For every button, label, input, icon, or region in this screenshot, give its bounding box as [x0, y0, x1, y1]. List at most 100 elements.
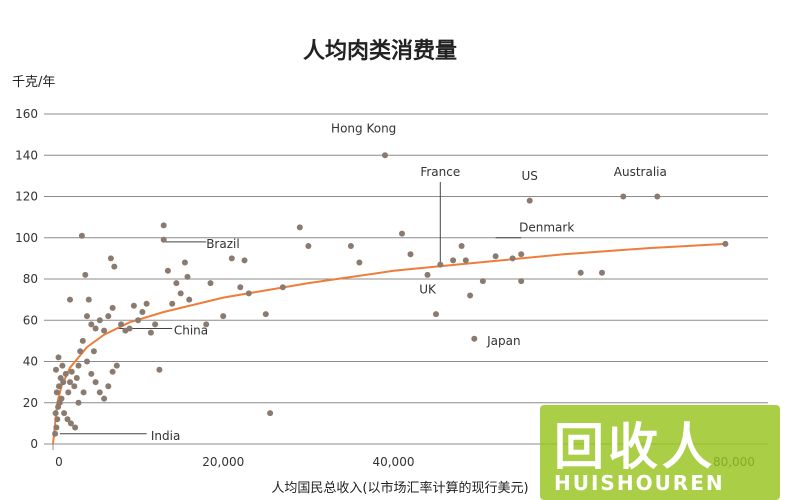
x-axis-label: 人均国民总收入(以市场汇率计算的现行美元) — [271, 480, 528, 496]
annotation-label: Australia — [614, 165, 667, 179]
data-point — [279, 284, 286, 291]
data-point — [654, 193, 661, 200]
data-point — [105, 313, 112, 320]
data-point — [599, 269, 605, 276]
x-tick-label: 40,000 — [372, 455, 414, 469]
y-tick-label: 0 — [30, 437, 38, 451]
data-point — [577, 269, 584, 276]
data-point — [67, 296, 73, 303]
y-tick-label: 40 — [23, 355, 38, 369]
grid — [44, 113, 768, 450]
data-point — [101, 395, 108, 402]
x-tick-label: 0 — [55, 455, 63, 469]
data-point — [437, 261, 444, 268]
data-point — [433, 311, 439, 318]
data-point — [55, 354, 62, 361]
annotation-label: Japan — [486, 334, 520, 348]
data-point — [68, 368, 75, 375]
data-point — [53, 389, 60, 396]
annotation-label: UK — [419, 282, 437, 296]
data-point — [471, 335, 478, 342]
y-axis-label: 千克/年 — [12, 75, 55, 90]
data-point — [399, 230, 405, 237]
x-tick-label: 20,000 — [202, 455, 244, 469]
data-points — [52, 152, 729, 437]
data-point — [181, 259, 188, 266]
data-point — [296, 224, 303, 231]
data-point — [424, 271, 431, 278]
data-point — [75, 362, 82, 369]
y-tick-label: 20 — [23, 396, 38, 410]
data-point — [135, 317, 142, 324]
data-point — [160, 236, 167, 243]
data-point — [130, 302, 137, 309]
data-point — [53, 424, 60, 431]
data-point — [73, 375, 80, 381]
data-point — [458, 243, 465, 249]
data-point — [241, 257, 248, 264]
data-point — [118, 321, 125, 328]
annotation-label: Brazil — [206, 237, 240, 251]
data-point — [96, 389, 103, 396]
watermark-background — [540, 405, 780, 500]
data-point — [61, 410, 68, 417]
data-point — [84, 358, 90, 365]
data-point — [347, 243, 354, 249]
data-point — [109, 304, 116, 311]
data-point — [52, 410, 59, 417]
data-point — [237, 284, 244, 291]
data-point — [126, 325, 133, 332]
data-point — [164, 267, 171, 274]
data-point — [85, 296, 92, 303]
data-point — [72, 424, 79, 431]
data-point — [492, 253, 499, 260]
data-point — [59, 362, 66, 369]
data-point — [267, 410, 274, 417]
watermark-logo: 回收人 HUISHOUREN — [540, 405, 780, 500]
data-point — [526, 197, 533, 204]
data-point — [90, 348, 97, 355]
data-point — [184, 273, 191, 280]
y-tick-label: 140 — [15, 148, 38, 162]
data-point — [96, 317, 103, 324]
data-point — [156, 366, 163, 373]
data-point — [53, 366, 59, 373]
data-point — [111, 263, 118, 270]
y-tick-label: 160 — [15, 107, 38, 121]
data-point — [305, 243, 312, 249]
data-point — [78, 232, 85, 239]
data-point — [160, 222, 167, 229]
data-point — [75, 399, 82, 406]
annotation-label: Hong Kong — [331, 122, 396, 136]
data-point — [228, 255, 235, 262]
data-point — [220, 313, 227, 320]
data-point — [105, 383, 112, 390]
data-point — [173, 280, 180, 287]
annotation-label: China — [174, 324, 208, 338]
annotation-label: India — [151, 429, 180, 443]
data-point — [64, 416, 71, 423]
data-point — [57, 375, 64, 381]
data-point — [82, 271, 89, 278]
data-point — [462, 257, 469, 264]
data-point — [245, 290, 252, 297]
data-point — [203, 321, 210, 328]
data-point — [467, 292, 474, 299]
data-point — [407, 251, 414, 258]
data-point — [152, 321, 159, 328]
data-point — [71, 383, 78, 390]
data-point — [54, 416, 61, 423]
data-point — [92, 325, 99, 332]
data-point — [88, 370, 95, 377]
data-point — [186, 296, 193, 303]
data-point — [58, 395, 65, 402]
data-point — [101, 327, 108, 334]
y-tick-label: 120 — [15, 190, 38, 204]
data-point — [62, 370, 69, 377]
data-point — [147, 329, 154, 336]
annotation-label: US — [521, 169, 537, 183]
y-tick-label: 100 — [15, 231, 38, 245]
annotation-label: France — [420, 165, 460, 179]
data-point — [518, 278, 525, 285]
